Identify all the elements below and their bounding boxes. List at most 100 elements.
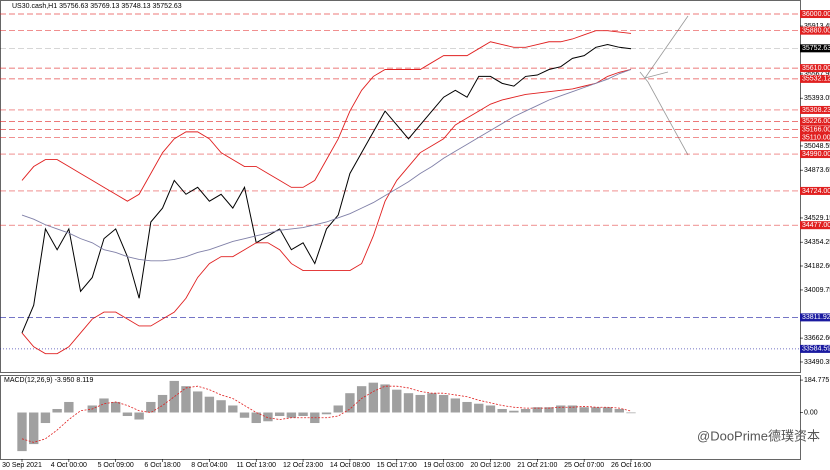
macd-bar [333,405,343,413]
level-tag [800,44,830,53]
macd-panel [0,375,801,460]
macd-bar [497,408,507,413]
level-label: 35610.00 [802,65,830,72]
level-tag [800,26,830,35]
macd-y-tick-label: 0.00 [804,409,818,416]
level-label: 34990.00 [802,151,830,158]
macd-bar [462,401,472,413]
macd-bar [556,405,566,413]
macd-bar [181,386,191,413]
macd-bar [403,393,414,413]
macd-bar [40,412,51,424]
macd-bar [509,410,519,413]
macd-bar [286,412,297,418]
level-tag [800,313,830,322]
macd-bar [520,408,531,413]
level-label: 34477.00 [802,222,830,229]
y-tick-label: 34873.65 [804,167,830,174]
x-tick-label: 8 Oct 04:00 [191,462,227,469]
level-label: 35752.63 [802,45,830,52]
macd-bar [192,391,203,413]
x-tick-label: 4 Oct 00:00 [51,462,87,469]
macd-bar [157,394,168,413]
macd-bar [17,412,27,452]
price-line [21,44,632,334]
macd-bar [239,412,250,418]
x-tick-label: 15 Oct 17:00 [377,462,417,469]
macd-bar [251,412,261,424]
level-label: 35226.00 [802,118,830,125]
level-label: 35110.00 [802,134,830,141]
x-tick-label: 5 Oct 09:00 [98,462,134,469]
macd-bar [64,401,74,413]
macd-bar [99,398,109,413]
main-panel [0,0,801,373]
macd-bar [356,386,367,413]
x-tick-label: 11 Oct 13:00 [236,462,276,469]
level-label: 33584.59 [802,346,830,353]
macd-bar [52,408,62,413]
level-tag [800,344,830,353]
y-tick-label: 33662.60 [804,335,830,342]
x-tick-label: 12 Oct 23:00 [283,462,323,469]
x-tick-label: 21 Oct 21:00 [517,462,557,469]
y-tick-label: 35393.05 [804,95,830,102]
macd-bar [29,412,39,445]
level-label: 36000.00 [802,11,830,18]
indicator-line [21,69,632,355]
y-tick-label: 34354.25 [804,239,830,246]
macd-bar [122,412,133,417]
macd-y-tick-label: 184.775 [804,377,829,384]
macd-bar [438,394,449,413]
macd-bar [321,412,332,415]
level-label: 34724.00 [802,188,830,195]
macd-bar [263,412,273,422]
x-tick-label: 30 Sep 2021 [2,462,42,469]
level-tag [800,74,830,83]
macd-bar [614,408,624,413]
x-tick-label: 14 Oct 08:00 [330,462,370,469]
level-tag [800,10,830,19]
y-tick-label: 35048.55 [804,143,830,150]
level-tag [800,186,830,195]
macd-bar [204,396,215,413]
macd-bar [415,394,425,413]
macd-bar [532,407,542,413]
level-label: 35880.00 [802,28,830,35]
y-tick-label: 34529.15 [804,215,830,222]
macd-bar [274,412,285,417]
macd-bar [345,393,355,413]
macd-bar [146,401,156,413]
macd-bar [216,400,226,413]
y-tick-label: 33490.35 [804,359,830,366]
macd-bar [134,412,144,420]
level-tag [800,105,830,114]
macd-bar [567,405,578,413]
macd-bar [626,412,636,414]
x-tick-label: 6 Oct 18:00 [144,462,180,469]
macd-signal [21,385,632,443]
y-tick-label: 35567.95 [804,71,830,78]
x-tick-label: 25 Oct 07:00 [564,462,604,469]
macd-bar [380,384,390,413]
macd-bar [591,407,601,413]
macd-bar [602,407,613,413]
macd-bar [392,389,402,413]
macd-bar [427,393,437,413]
macd-bar [450,398,461,413]
x-tick-label: 19 Oct 03:00 [424,462,464,469]
level-tag [800,150,830,159]
macd-bar [544,407,554,413]
macd-bar [485,405,496,413]
indicator-line [21,69,632,262]
level-tag [800,64,830,73]
level-label: 33811.92 [802,314,830,321]
watermark: @DooPrime德璞资本 [697,428,820,443]
macd-bar [368,382,379,413]
y-tick-label: 34009.75 [804,287,830,294]
level-tag [800,117,830,126]
macd-bar [111,401,121,413]
level-label: 35532.12 [802,76,830,83]
